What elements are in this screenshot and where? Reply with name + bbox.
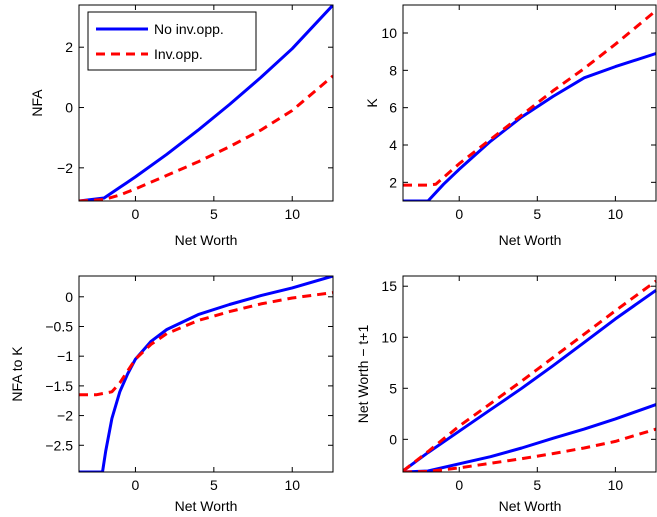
y-tick-label-nfa-to-k: −1.5 xyxy=(45,378,73,394)
series-line-nfa-to-k-no-inv-opp-0 xyxy=(79,276,333,472)
axes-frame-nfa-to-k xyxy=(78,275,334,473)
y-tick-label-nfa-to-k: −0.5 xyxy=(45,318,73,334)
series-group-nfa xyxy=(79,5,333,201)
x-tick-label-k: 10 xyxy=(608,206,624,222)
series-group-nfa-to-k xyxy=(79,276,333,472)
y-tick-label-nfa: −2 xyxy=(57,160,73,176)
y-axis-label-net-worth-next: Net Worth − t+1 xyxy=(355,325,371,424)
x-tick-label-nfa: 0 xyxy=(132,206,140,222)
y-tick-label-k: 6 xyxy=(389,100,397,116)
y-axis-label-k: K xyxy=(364,98,380,108)
y-tick-label-k: 8 xyxy=(389,62,397,78)
y-tick-label-nfa-to-k: −2 xyxy=(57,408,73,424)
legend-label-inv-opp: Inv.opp. xyxy=(154,46,203,62)
y-tick-label-k: 2 xyxy=(389,174,397,190)
series-line-nfa-inv-opp-1 xyxy=(79,74,333,201)
x-tick-label-net-worth-next: 10 xyxy=(608,477,624,493)
series-line-k-inv-opp-1 xyxy=(403,9,657,187)
x-tick-label-k: 0 xyxy=(455,206,463,222)
series-line-k-no-inv-opp-0 xyxy=(403,52,657,201)
x-tick-label-nfa: 10 xyxy=(284,206,300,222)
x-tick-label-k: 5 xyxy=(533,206,541,222)
y-tick-label-nfa: 2 xyxy=(65,39,73,55)
y-axis-label-nfa-to-k: NFA to K xyxy=(9,346,25,402)
y-tick-label-k: 4 xyxy=(389,137,397,153)
ticks-nfa-to-k: 0 5 10 0 −0.5 −1 −1.5 −2 −2.5 xyxy=(45,276,333,493)
panel-k: 0 5 10 2 4 6 8 10 Net Worth K xyxy=(364,4,657,248)
y-tick-label-nfa-to-k: −1 xyxy=(57,348,73,364)
series-line-nfa-to-k-inv-opp-1 xyxy=(79,291,333,397)
legend: No inv.opp. Inv.opp. xyxy=(87,11,257,71)
series-line-net-worth-next-inv-opp-1 xyxy=(403,279,657,472)
panel-nfa-to-k: 0 5 10 0 −0.5 −1 −1.5 −2 −2.5 Net Worth NFA to K xyxy=(9,275,334,514)
y-tick-label-net-worth-next: 0 xyxy=(389,431,397,447)
y-tick-label-net-worth-next: 15 xyxy=(381,278,397,294)
x-axis-label-k: Net Worth xyxy=(499,232,562,248)
x-axis-label-nfa: Net Worth xyxy=(175,232,238,248)
x-axis-label-net-worth-next: Net Worth xyxy=(499,498,562,514)
y-tick-label-k: 10 xyxy=(381,25,397,41)
x-tick-label-nfa-to-k: 10 xyxy=(284,477,300,493)
legend-label-no-inv-opp: No inv.opp. xyxy=(154,21,224,37)
panel-net-worth-next: 0 5 10 0 5 10 15 Net Worth Net Worth − t+1 xyxy=(355,275,657,514)
ticks-net-worth-next: 0 5 10 0 5 10 15 xyxy=(381,276,656,493)
ticks-k: 0 5 10 2 4 6 8 10 xyxy=(381,5,656,222)
x-tick-label-net-worth-next: 0 xyxy=(455,477,463,493)
axes-frame-k xyxy=(402,4,657,202)
series-group-k xyxy=(403,9,657,201)
legend-box xyxy=(87,11,257,71)
series-line-net-worth-next-no-inv-opp-0 xyxy=(403,289,657,472)
y-tick-label-nfa: 0 xyxy=(65,100,73,116)
axes-frame-nfa xyxy=(78,4,334,202)
series-group-net-worth-next xyxy=(403,279,657,472)
x-tick-label-net-worth-next: 5 xyxy=(533,477,541,493)
y-axis-label-nfa: NFA xyxy=(29,89,45,117)
y-tick-label-net-worth-next: 5 xyxy=(389,380,397,396)
axes-frame-net-worth-next xyxy=(402,275,657,473)
panel-nfa: 0 5 10 −2 0 2 Net Worth NFA No inv.opp. Inv.o… xyxy=(29,4,334,248)
x-tick-label-nfa-to-k: 5 xyxy=(210,477,218,493)
series-line-net-worth-next-inv-opp-3 xyxy=(403,427,657,472)
ticks-nfa: 0 5 10 −2 0 2 xyxy=(57,5,333,222)
y-tick-label-nfa-to-k: 0 xyxy=(65,289,73,305)
y-tick-label-nfa-to-k: −2.5 xyxy=(45,437,73,453)
x-axis-label-nfa-to-k: Net Worth xyxy=(175,498,238,514)
series-line-nfa-no-inv-opp-0 xyxy=(79,5,333,201)
x-tick-label-nfa-to-k: 0 xyxy=(132,477,140,493)
series-line-net-worth-next-no-inv-opp-2 xyxy=(403,403,657,472)
x-tick-label-nfa: 5 xyxy=(210,206,218,222)
y-tick-label-net-worth-next: 10 xyxy=(381,329,397,345)
